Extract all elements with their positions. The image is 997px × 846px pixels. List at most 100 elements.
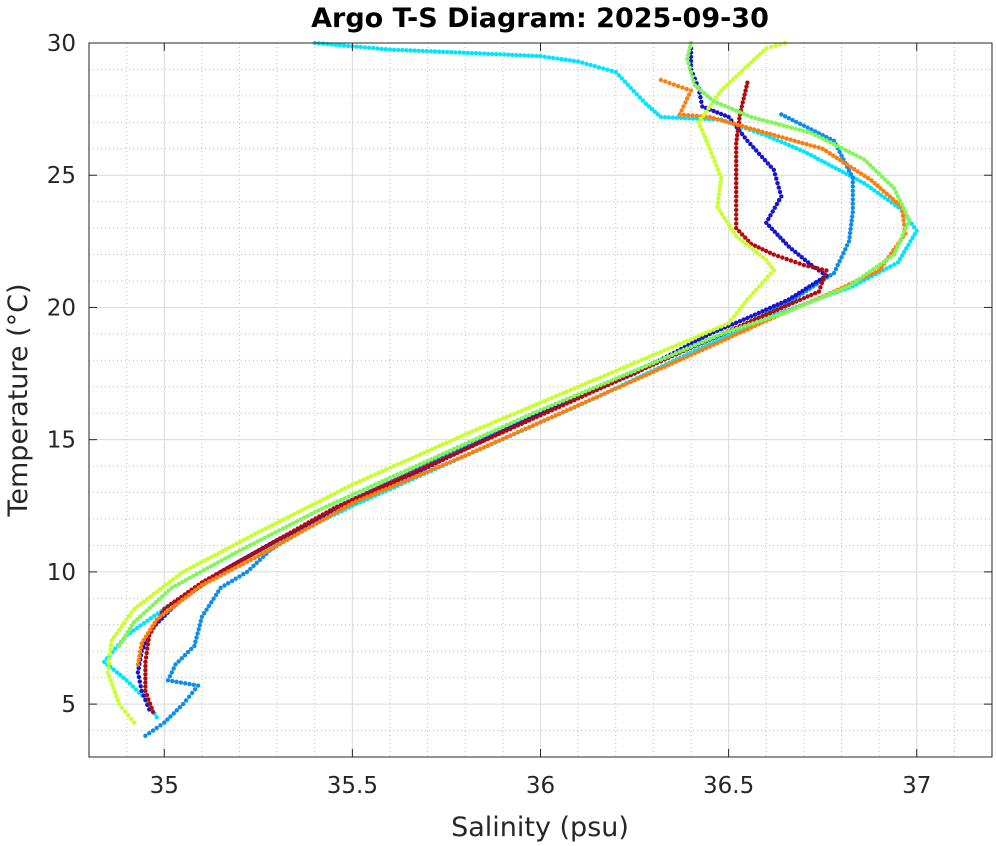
- data-point: [847, 230, 853, 236]
- data-point: [800, 140, 805, 146]
- data-point: [900, 233, 905, 238]
- data-point: [768, 131, 773, 137]
- data-point: [797, 121, 803, 127]
- data-point: [406, 467, 411, 472]
- data-point: [897, 256, 903, 262]
- data-point: [190, 590, 195, 595]
- data-point: [342, 496, 348, 501]
- data-point: [794, 119, 799, 125]
- data-point: [504, 422, 509, 428]
- data-point: [493, 419, 498, 424]
- data-point: [609, 370, 615, 375]
- data-point: [291, 528, 297, 533]
- data-point: [303, 506, 308, 511]
- data-point: [215, 560, 221, 565]
- data-point: [231, 562, 236, 567]
- data-point: [459, 454, 464, 460]
- data-point: [621, 373, 626, 378]
- data-point: [893, 190, 899, 195]
- data-point: [459, 448, 464, 454]
- data-point: [187, 575, 192, 581]
- data-point: [813, 132, 818, 137]
- data-point: [858, 155, 863, 160]
- data-point: [203, 581, 208, 586]
- data-point: [762, 317, 768, 322]
- data-point: [530, 423, 536, 428]
- data-point: [734, 185, 739, 190]
- data-point: [459, 443, 464, 448]
- data-point: [768, 271, 773, 276]
- data-point: [404, 48, 409, 53]
- data-point: [542, 418, 547, 423]
- data-point: [821, 276, 826, 282]
- data-point: [658, 77, 664, 83]
- data-point: [357, 489, 363, 494]
- data-point: [122, 709, 128, 714]
- data-point: [715, 325, 720, 331]
- data-point: [752, 57, 757, 62]
- data-point: [790, 144, 795, 149]
- data-point: [474, 448, 479, 453]
- data-point: [609, 68, 614, 74]
- data-point: [504, 414, 509, 420]
- data-point: [384, 486, 389, 492]
- data-point: [624, 381, 630, 386]
- data-point: [865, 183, 870, 188]
- data-point: [284, 532, 290, 537]
- data-point: [116, 701, 122, 707]
- data-point: [799, 255, 804, 260]
- data-point: [690, 113, 695, 118]
- data-point: [410, 455, 415, 460]
- data-point: [167, 607, 172, 612]
- data-point: [162, 606, 167, 612]
- data-point: [387, 475, 393, 480]
- data-point: [647, 354, 652, 359]
- data-point: [248, 543, 253, 548]
- data-point: [448, 459, 453, 465]
- data-point: [632, 368, 637, 374]
- data-point: [338, 497, 344, 503]
- data-point: [833, 266, 839, 272]
- data-point: [828, 291, 833, 297]
- data-point: [162, 720, 167, 725]
- data-point: [849, 218, 854, 223]
- data-point: [715, 100, 720, 106]
- data-point: [778, 311, 784, 317]
- data-point: [285, 537, 290, 542]
- data-point: [840, 169, 845, 175]
- data-point: [583, 392, 588, 398]
- data-point: [557, 404, 562, 410]
- data-point: [339, 507, 344, 512]
- data-point: [213, 552, 218, 558]
- data-point: [764, 248, 769, 254]
- data-point: [879, 193, 884, 198]
- data-point: [768, 213, 773, 218]
- data-point: [114, 670, 120, 675]
- data-point: [776, 198, 782, 203]
- data-point: [613, 376, 618, 381]
- data-point: [734, 212, 739, 217]
- data-point: [399, 475, 404, 481]
- data-point: [658, 114, 664, 120]
- data-point: [241, 537, 247, 542]
- data-point: [636, 359, 641, 364]
- data-point: [775, 307, 780, 312]
- data-point: [129, 623, 135, 628]
- data-point: [616, 73, 621, 78]
- data-point: [816, 134, 822, 139]
- data-point: [879, 174, 885, 179]
- data-point: [451, 437, 457, 442]
- data-point: [125, 630, 130, 635]
- data-point: [176, 581, 182, 587]
- x-tick-label: 36.5: [703, 773, 754, 799]
- data-point: [740, 100, 745, 105]
- data-point: [553, 413, 558, 418]
- data-point: [135, 670, 141, 675]
- data-point: [195, 631, 200, 636]
- data-point: [734, 163, 739, 168]
- data-point: [895, 260, 901, 265]
- data-point: [775, 181, 780, 186]
- data-point: [534, 402, 539, 407]
- data-point: [887, 194, 892, 199]
- data-point: [125, 713, 131, 718]
